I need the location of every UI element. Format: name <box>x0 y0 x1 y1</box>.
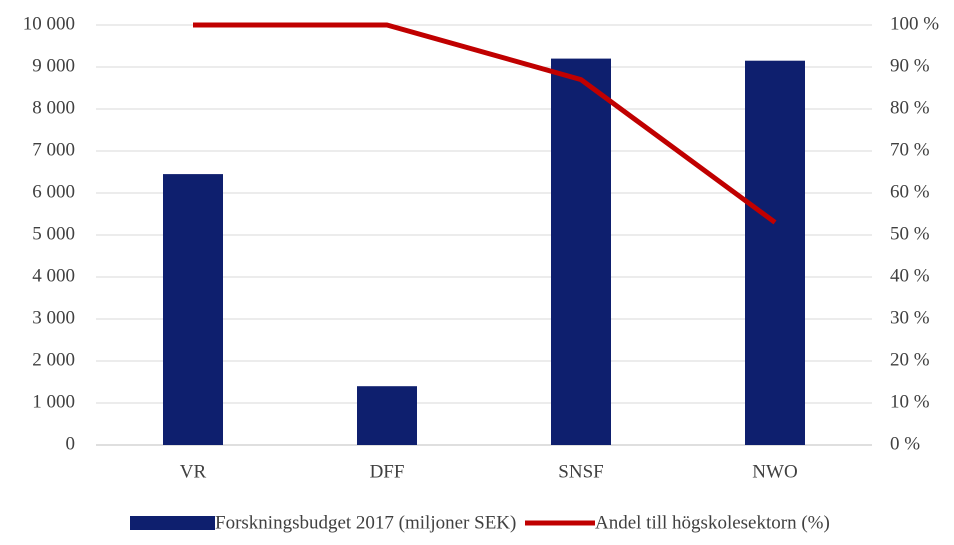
x-tick-label: SNSF <box>558 461 603 482</box>
y-tick-label: 7 000 <box>32 139 75 160</box>
bar <box>745 60 805 445</box>
y-tick-label: 2 000 <box>32 349 75 370</box>
y-tick-label: 1 000 <box>32 391 75 412</box>
y-tick-label: 0 <box>66 433 76 454</box>
legend-label: Forskningsbudget 2017 (miljoner SEK) <box>215 512 516 533</box>
y2-tick-label: 40 % <box>890 265 930 286</box>
y-tick-label: 8 000 <box>32 97 75 118</box>
y-tick-label: 9 000 <box>32 55 75 76</box>
y2-tick-label: 60 % <box>890 181 930 202</box>
bar <box>163 174 223 445</box>
y2-tick-label: 50 % <box>890 223 930 244</box>
y2-tick-label: 10 % <box>890 391 930 412</box>
y2-tick-label: 0 % <box>890 433 920 454</box>
bar <box>551 58 611 445</box>
y2-tick-label: 100 % <box>890 13 939 34</box>
y2-tick-label: 30 % <box>890 307 930 328</box>
y-tick-label: 6 000 <box>32 181 75 202</box>
bar <box>357 386 417 445</box>
x-tick-label: DFF <box>370 461 405 482</box>
y2-tick-label: 90 % <box>890 55 930 76</box>
y-tick-label: 10 000 <box>23 13 75 34</box>
line <box>193 22 777 225</box>
y2-tick-label: 70 % <box>890 139 930 160</box>
y-tick-label: 5 000 <box>32 223 75 244</box>
y-tick-label: 3 000 <box>32 307 75 328</box>
y2-tick-label: 20 % <box>890 349 930 370</box>
legend-swatch <box>130 516 215 530</box>
x-tick-label: VR <box>180 461 207 482</box>
y2-tick-label: 80 % <box>890 97 930 118</box>
x-tick-label: NWO <box>752 461 797 482</box>
legend-label: Andel till högskolesektorn (%) <box>595 512 830 533</box>
y-tick-label: 4 000 <box>32 265 75 286</box>
